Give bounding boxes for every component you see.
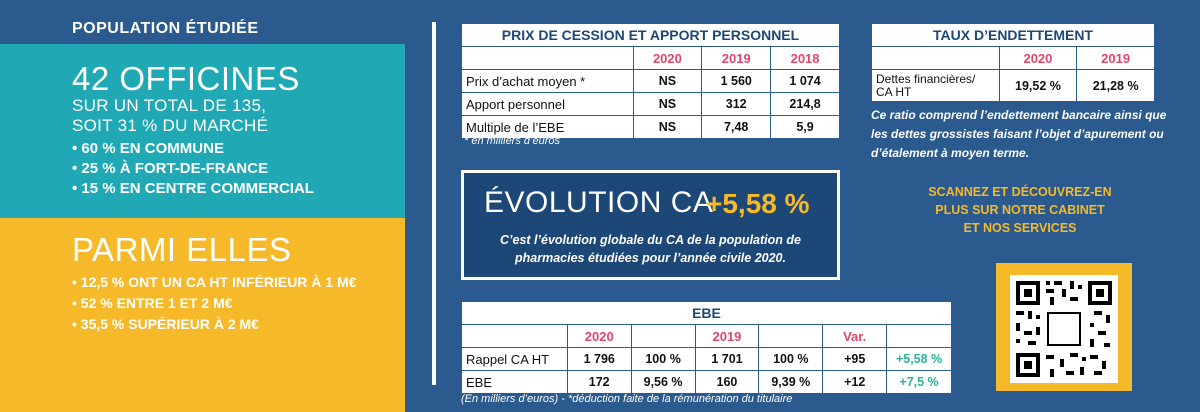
cell: 1 701: [694, 347, 760, 371]
table-row: Dettes financières/ CA HT 19,52 % 21,28 …: [871, 69, 1155, 102]
cell: +12: [822, 370, 888, 394]
officines-bullets: 60 % EN COMMUNE 25 % À FORT-DE-FRANCE 15…: [72, 139, 405, 199]
row-label: Dettes financières/ CA HT: [871, 69, 1000, 102]
bullet-item: 60 % EN COMMUNE: [72, 139, 405, 159]
scan-text: SCANNEZ ET DÉCOUVREZ-EN PLUS SUR NOTRE C…: [915, 183, 1125, 237]
officines-sub2: SOIT 31 % DU MARCHÉ: [72, 116, 269, 135]
table-row: Prix d’achat moyen * NS 1 560 1 074: [461, 69, 840, 93]
bullet-item: 25 % À FORT-DE-FRANCE: [72, 159, 405, 179]
parmi-headline: PARMI ELLES: [72, 231, 292, 268]
row-label: Apport personnel: [461, 92, 634, 116]
prix-title: PRIX DE CESSION ET APPORT PERSONNEL: [461, 23, 840, 47]
cell: 100 %: [758, 347, 824, 371]
table-row: Multiple de l’EBE NS 7,48 5,9: [461, 115, 840, 139]
evolution-text-line2: pharmacies étudiées pour l’année civile …: [515, 251, 786, 265]
year-header: 2020: [998, 46, 1078, 70]
cell: 1 074: [770, 69, 840, 93]
row-label: EBE: [461, 370, 568, 394]
parmi-bullets: 12,5 % ONT UN CA HT INFÉRIEUR À 1 M€ 52 …: [72, 272, 405, 335]
row-label: Multiple de l’EBE: [461, 115, 634, 139]
cell: 9,39 %: [758, 370, 824, 394]
cell: +7,5 %: [886, 370, 952, 394]
row-label: Prix d’achat moyen *: [461, 69, 634, 93]
row-label-line2: CA HT: [876, 84, 912, 99]
cell: 214,8: [770, 92, 840, 116]
year-header: 2018: [770, 46, 840, 70]
officines-sub1: SUR UN TOTAL DE 135,: [72, 96, 267, 115]
year-header: 2019: [694, 324, 760, 348]
bullet-item: 12,5 % ONT UN CA HT INFÉRIEUR À 1 M€: [72, 272, 405, 293]
evolution-label: ÉVOLUTION CA: [484, 186, 714, 219]
scan-line: ET NOS SERVICES: [963, 221, 1077, 235]
cell: 19,52 %: [998, 69, 1078, 102]
year-header: 2019: [701, 46, 772, 70]
cell: NS: [632, 92, 703, 116]
table-row: EBE 172 9,56 % 160 9,39 % +12 +7,5 %: [461, 370, 952, 394]
cell: NS: [632, 69, 703, 93]
ebe-footnote: (En milliers d’euros) - *déduction faite…: [461, 393, 793, 405]
qr-frame: [996, 263, 1132, 391]
ebe-title: EBE: [461, 301, 952, 325]
year-header: Var.: [822, 324, 888, 348]
parmi-block: PARMI ELLES 12,5 % ONT UN CA HT INFÉRIEU…: [0, 218, 405, 412]
cell: 100 %: [630, 347, 696, 371]
qr-code-icon[interactable]: [1010, 275, 1118, 383]
cell: 1 560: [701, 69, 772, 93]
bullet-item: 52 % ENTRE 1 ET 2 M€: [72, 293, 405, 314]
population-title: POPULATION ÉTUDIÉE: [72, 20, 259, 37]
ebe-table: EBE 2020 2019 Var. Rappel CA HT 1 796 10…: [461, 301, 952, 394]
year-header: 2020: [566, 324, 632, 348]
cell: 172: [566, 370, 632, 394]
scan-line: PLUS SUR NOTRE CABINET: [935, 203, 1105, 217]
evolution-text-line1: C’est l’évolution globale du CA de la po…: [500, 233, 801, 247]
cell: 5,9: [770, 115, 840, 139]
prix-table: PRIX DE CESSION ET APPORT PERSONNEL 2020…: [461, 23, 840, 139]
cell: +95: [822, 347, 888, 371]
year-header: 2019: [1076, 46, 1155, 70]
table-row: Rappel CA HT 1 796 100 % 1 701 100 % +95…: [461, 347, 952, 371]
ratio-text: Ce ratio comprend l’endettement bancaire…: [871, 108, 1167, 160]
population-panel: POPULATION ÉTUDIÉE 42 OFFICINES SUR UN T…: [0, 0, 405, 412]
scan-line: SCANNEZ ET DÉCOUVREZ-EN: [928, 185, 1112, 199]
cell: 1 796: [566, 347, 632, 371]
taux-table: TAUX D’ENDETTEMENT 2020 2019 Dettes fina…: [871, 23, 1155, 102]
officines-block: 42 OFFICINES SUR UN TOTAL DE 135, SOIT 3…: [0, 44, 405, 218]
year-header: 2020: [632, 46, 703, 70]
row-label-line1: Dettes financières/: [876, 71, 976, 86]
officines-headline: 42 OFFICINES: [72, 60, 300, 97]
taux-title: TAUX D’ENDETTEMENT: [871, 23, 1155, 47]
cell: 160: [694, 370, 760, 394]
cell: NS: [632, 115, 703, 139]
bullet-item: 15 % EN CENTRE COMMERCIAL: [72, 179, 405, 199]
vertical-divider: [432, 22, 436, 385]
cell: 21,28 %: [1076, 69, 1155, 102]
row-label: Rappel CA HT: [461, 347, 568, 371]
cell: +5,58 %: [886, 347, 952, 371]
evolution-text: C’est l’évolution globale du CA de la po…: [464, 231, 837, 267]
prix-note: * en milliers d’euros: [464, 135, 560, 147]
cell: 7,48: [701, 115, 772, 139]
cell: 312: [701, 92, 772, 116]
table-row: Apport personnel NS 312 214,8: [461, 92, 840, 116]
evolution-value: +5,58 %: [706, 188, 810, 219]
cell: 9,56 %: [630, 370, 696, 394]
evolution-box: ÉVOLUTION CA +5,58 % C’est l’évolution g…: [461, 170, 840, 280]
bullet-item: 35,5 % SUPÉRIEUR À 2 M€: [72, 314, 405, 335]
